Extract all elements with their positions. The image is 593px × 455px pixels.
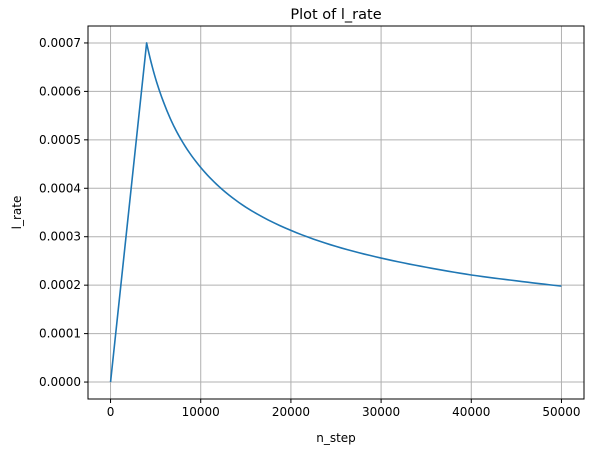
x-tick-label: 10000 xyxy=(182,405,220,419)
y-tick-label: 0.0000 xyxy=(39,375,81,389)
y-tick-label: 0.0003 xyxy=(39,230,81,244)
x-tick-label: 0 xyxy=(107,405,115,419)
series-line xyxy=(109,42,562,383)
y-axis-ticks: 0.0000 0.0001 0.0002 0.0003 0.0004 0.0005 0.00… xyxy=(39,36,88,389)
y-tick-label: 0.0002 xyxy=(39,278,81,292)
x-axis-label: n_step xyxy=(316,431,356,445)
x-tick-label: 50000 xyxy=(542,405,580,419)
y-tick-label: 0.0005 xyxy=(39,133,81,147)
x-tick-label: 40000 xyxy=(452,405,490,419)
y-tick-label: 0.0007 xyxy=(39,36,81,50)
grid xyxy=(88,26,584,399)
x-axis-ticks: 0 10000 20000 30000 40000 50000 xyxy=(107,399,581,419)
plot-frame xyxy=(87,25,585,400)
x-tick-label: 20000 xyxy=(272,405,310,419)
y-tick-label: 0.0004 xyxy=(39,181,81,195)
chart-title: Plot of l_rate xyxy=(290,7,381,23)
x-tick-label: 30000 xyxy=(362,405,400,419)
y-tick-label: 0.0006 xyxy=(39,84,81,98)
y-tick-label: 0.0001 xyxy=(39,327,81,341)
series-layer xyxy=(109,42,562,383)
y-axis-label: l_rate xyxy=(10,196,24,230)
